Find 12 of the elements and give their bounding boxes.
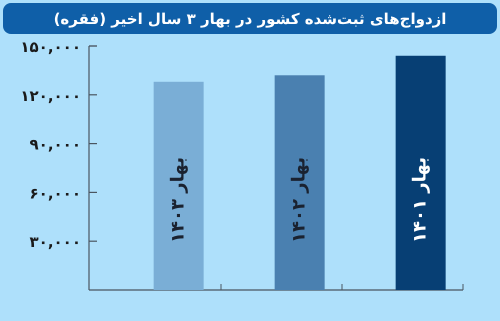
y-tick-label: ۱۲۰,۰۰۰ (20, 86, 81, 105)
y-tick-label: ۶۰,۰۰۰ (30, 184, 81, 202)
bar (396, 56, 446, 290)
bar (154, 82, 204, 290)
x-tick-label: بهار ۱۴۰۳ (168, 157, 189, 243)
bar (274, 75, 325, 290)
y-tick-label: ۳۰,۰۰۰ (30, 233, 81, 252)
x-tick-label: بهار ۱۴۰۱ (410, 157, 431, 243)
chart-title: ازدواج‌های ثبت‌شده کشور در بهار ۳ سال اخیر (فقره) (54, 10, 446, 28)
y-tick-label: ۱۵۰,۰۰۰ (20, 38, 81, 56)
x-tick-label: بهار ۱۴۰۲ (288, 157, 310, 243)
y-tick-label: ۹۰,۰۰۰ (30, 136, 81, 154)
